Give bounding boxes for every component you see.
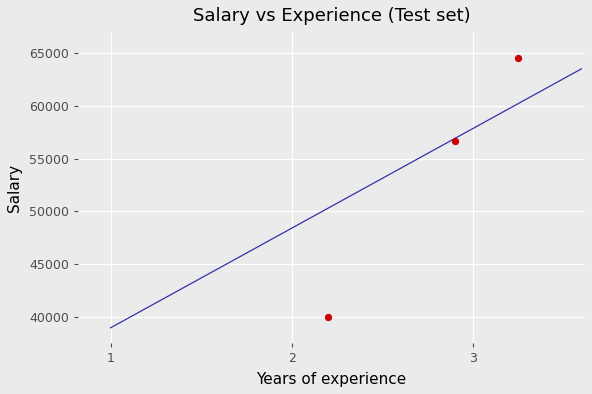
Title: Salary vs Experience (Test set): Salary vs Experience (Test set) [192, 7, 470, 25]
X-axis label: Years of experience: Years of experience [256, 372, 407, 387]
Point [323, 314, 333, 320]
Point [513, 55, 523, 61]
Point [450, 138, 459, 144]
Y-axis label: Salary: Salary [7, 164, 22, 212]
